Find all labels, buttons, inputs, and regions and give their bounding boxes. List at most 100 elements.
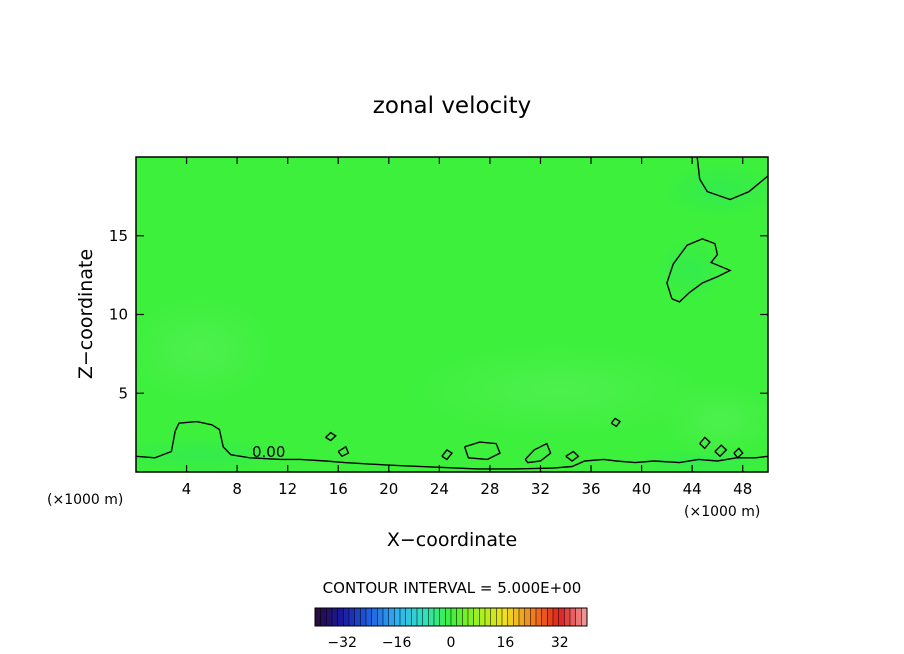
colorbar-segment	[524, 607, 531, 627]
colorbar-segment	[467, 607, 475, 627]
x-tick-label: 44	[683, 480, 702, 498]
contour-cell-1	[325, 431, 337, 442]
colorbar	[314, 607, 588, 627]
colorbar-segment	[507, 607, 514, 627]
field-shade	[655, 240, 725, 300]
field-shade	[660, 162, 768, 218]
x-tick-label: 4	[182, 480, 192, 498]
colorbar-segment	[371, 607, 378, 627]
colorbar-tick-label: −16	[382, 635, 412, 651]
x-tick-label: 48	[733, 480, 752, 498]
colorbar-segment	[450, 607, 458, 627]
colorbar-segment	[320, 607, 327, 627]
colorbar-segment	[558, 607, 565, 627]
field-shade	[136, 437, 290, 472]
x-axis: 4 8 12 16 20 24 28 32 36 40 44 48	[182, 157, 752, 498]
contour-cell-9	[714, 444, 728, 458]
colorbar-segment	[422, 607, 429, 627]
colorbar-segment	[365, 607, 373, 627]
colorbar-segment	[326, 607, 333, 627]
colorbar-segment	[501, 607, 509, 627]
colorbar-segment	[479, 607, 486, 627]
colorbar-segment	[314, 607, 322, 627]
colorbar-segment	[541, 607, 548, 627]
colorbar-segment	[462, 607, 469, 627]
colorbar-frame	[314, 607, 588, 627]
colorbar-segment	[496, 607, 503, 627]
colorbar-segment	[535, 607, 543, 627]
colorbar-segment	[382, 607, 390, 627]
x-tick-label: 32	[531, 480, 550, 498]
y-tick-label: 15	[109, 227, 128, 245]
x-tick-label: 28	[480, 480, 499, 498]
colorbar-segment	[456, 607, 463, 627]
field-shade	[660, 380, 768, 460]
x-tick-label: 36	[581, 480, 600, 498]
contour-value-label: 0.00	[252, 443, 285, 461]
colorbar-segment	[484, 607, 492, 627]
colorbar-segment	[575, 607, 582, 627]
colorbar-segment	[513, 607, 520, 627]
y-tick-label: 10	[109, 306, 128, 324]
contour-low-level-boundary	[136, 420, 768, 470]
contour-cell-4	[463, 441, 501, 461]
x-axis-label: X−coordinate	[387, 529, 517, 551]
x-tick-label: 24	[430, 480, 449, 498]
colorbar-segment	[399, 607, 407, 627]
field-shade	[400, 340, 720, 440]
colorbar-segment	[433, 607, 441, 627]
colorbar-segment	[547, 607, 554, 627]
colorbar-segment	[473, 607, 480, 627]
zero-contours	[136, 157, 768, 470]
x-unit-right: (×1000 m)	[684, 504, 760, 520]
colorbar-segment	[354, 607, 361, 627]
colorbar-segment	[360, 607, 367, 627]
contour-cell-8	[699, 436, 711, 450]
colorbar-segment	[445, 607, 452, 627]
x-tick-label: 8	[232, 480, 242, 498]
colorbar-segment	[405, 607, 412, 627]
colorbar-segment	[490, 607, 497, 627]
x-tick-label: 16	[329, 480, 348, 498]
colorbar-segment	[581, 607, 588, 627]
colorbar-tick-label: −32	[327, 635, 357, 651]
colorbar-segment	[388, 607, 395, 627]
colorbar-segment	[343, 607, 350, 627]
contour-cell-2	[337, 445, 350, 458]
colorbar-segment	[348, 607, 356, 627]
contour-cell-3	[441, 448, 454, 461]
y-axis-label: Z−coordinate	[75, 249, 97, 379]
colorbar-segment	[439, 607, 446, 627]
y-axis: 5 10 15	[109, 227, 768, 402]
colorbar-ticks: −32 −16 0 16 32	[327, 635, 568, 651]
colorbar-tick-label: 32	[551, 635, 569, 651]
contour-cell-6	[565, 450, 580, 462]
x-tick-label: 20	[379, 480, 398, 498]
colorbar-segment	[411, 607, 418, 627]
chart-title: zonal velocity	[373, 93, 531, 119]
colorbar-segment	[337, 607, 344, 627]
colorbar-segment	[377, 607, 384, 627]
plot-area	[136, 157, 768, 472]
colorbar-segment	[518, 607, 526, 627]
contour-cell-7	[610, 417, 622, 428]
colorbar-segment	[552, 607, 560, 627]
x-tick-label: 40	[632, 480, 651, 498]
colorbar-segment	[428, 607, 435, 627]
contour-cell-5	[524, 442, 552, 464]
colorbar-tick-label: 0	[447, 635, 456, 651]
colorbar-segment	[416, 607, 424, 627]
field-shade	[136, 290, 280, 410]
colorbar-segment	[331, 607, 339, 627]
x-unit-left: (×1000 m)	[47, 492, 123, 508]
colorbar-segment	[394, 607, 401, 627]
colorbar-segment	[564, 607, 571, 627]
colorbar-segment	[569, 607, 577, 627]
x-tick-label: 12	[278, 480, 297, 498]
contour-interval-text: CONTOUR INTERVAL = 5.000E+00	[323, 579, 582, 597]
colorbar-segment	[530, 607, 537, 627]
y-tick-label: 5	[118, 384, 128, 402]
contour-upper-right-region	[696, 157, 768, 201]
contour-cell-10	[733, 447, 744, 459]
